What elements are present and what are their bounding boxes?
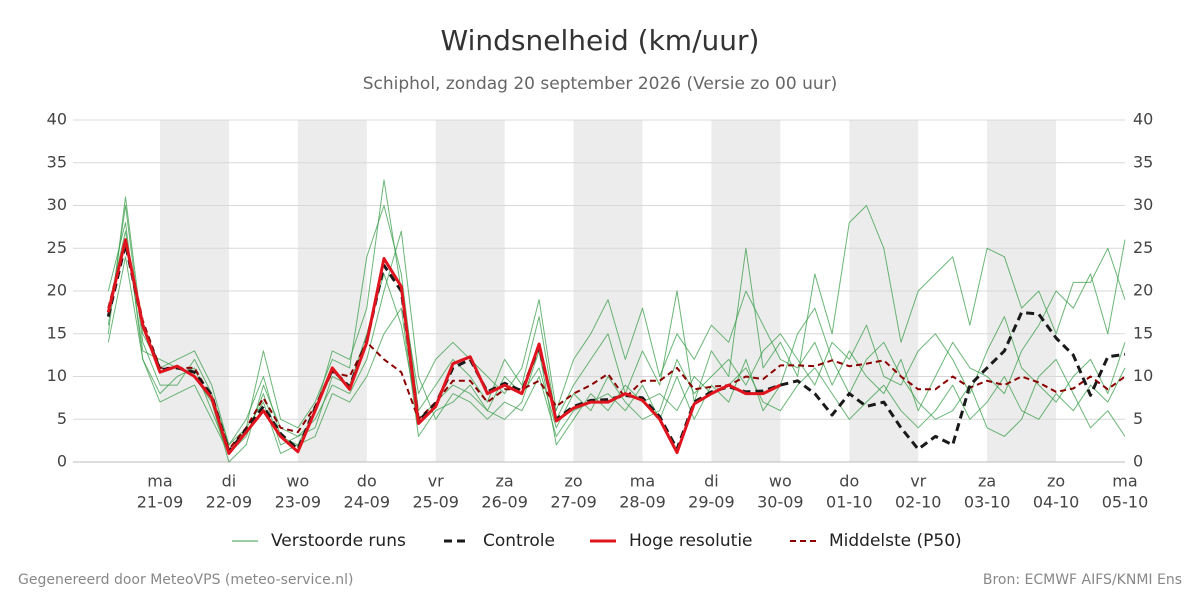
x-tick-date: 04-10 bbox=[1033, 493, 1080, 512]
y-tick-label: 0 bbox=[57, 452, 67, 471]
x-tick-weekday: vr bbox=[910, 472, 926, 491]
y2-tick-label: 10 bbox=[1133, 366, 1153, 385]
legend-label: Middelste (P50) bbox=[829, 531, 962, 551]
x-tick-weekday: za bbox=[978, 472, 996, 491]
ensemble-line bbox=[107, 205, 1126, 446]
y-tick-label: 10 bbox=[47, 366, 67, 385]
x-tick-weekday: zo bbox=[1047, 472, 1065, 491]
y-tick-label: 40 bbox=[47, 110, 67, 129]
y-tick-label: 15 bbox=[47, 323, 67, 342]
y2-tick-label: 20 bbox=[1133, 281, 1153, 300]
x-tick-weekday: za bbox=[496, 472, 514, 491]
footer-left: Gegenereerd door MeteoVPS (meteo-service… bbox=[18, 572, 353, 588]
x-tick-date: 22-09 bbox=[206, 493, 253, 512]
x-tick-date: 26-09 bbox=[481, 493, 528, 512]
y2-tick-label: 0 bbox=[1133, 452, 1143, 471]
x-tick-weekday: do bbox=[839, 472, 859, 491]
x-tick-weekday: di bbox=[222, 472, 237, 491]
y2-tick-label: 30 bbox=[1133, 195, 1153, 214]
x-tick-date: 29-09 bbox=[688, 493, 735, 512]
y2-tick-label: 35 bbox=[1133, 152, 1153, 171]
y-tick-label: 35 bbox=[47, 152, 67, 171]
legend-label: Hoge resolutie bbox=[629, 531, 753, 551]
x-tick-date: 01-10 bbox=[826, 493, 873, 512]
x-tick-weekday: wo bbox=[769, 472, 792, 491]
x-tick-weekday: wo bbox=[286, 472, 309, 491]
ensemble-line bbox=[107, 222, 1126, 454]
x-tick-weekday: di bbox=[704, 472, 719, 491]
x-tick-date: 03-10 bbox=[964, 493, 1011, 512]
y-tick-label: 5 bbox=[57, 409, 67, 428]
x-tick-date: 25-09 bbox=[412, 493, 459, 512]
y-tick-label: 30 bbox=[47, 195, 67, 214]
chart-title: Windsnelheid (km/uur) bbox=[441, 24, 760, 57]
ensemble-line bbox=[107, 230, 1126, 463]
legend-label: Controle bbox=[483, 531, 555, 551]
x-tick-date: 27-09 bbox=[550, 493, 597, 512]
series-line bbox=[106, 238, 782, 455]
x-tick-date: 23-09 bbox=[275, 493, 322, 512]
chart-subtitle: Schiphol, zondag 20 september 2026 (Vers… bbox=[363, 74, 838, 94]
x-tick-weekday: do bbox=[357, 472, 377, 491]
x-tick-date: 24-09 bbox=[344, 493, 391, 512]
x-tick-weekday: vr bbox=[428, 472, 444, 491]
legend-label: Verstoorde runs bbox=[271, 531, 406, 551]
x-tick-weekday: ma bbox=[1112, 472, 1137, 491]
series-line bbox=[107, 238, 1126, 451]
x-tick-date: 21-09 bbox=[137, 493, 184, 512]
x-tick-date: 28-09 bbox=[619, 493, 666, 512]
y2-tick-label: 40 bbox=[1133, 110, 1153, 129]
x-tick-weekday: ma bbox=[147, 472, 172, 491]
x-tick-weekday: ma bbox=[630, 472, 655, 491]
x-tick-weekday: zo bbox=[564, 472, 582, 491]
y-tick-label: 20 bbox=[47, 281, 67, 300]
y2-tick-label: 5 bbox=[1133, 409, 1143, 428]
footer-right: Bron: ECMWF AIFS/KNMI Ens bbox=[983, 572, 1182, 588]
x-tick-date: 30-09 bbox=[757, 493, 804, 512]
y2-tick-label: 15 bbox=[1133, 323, 1153, 342]
y2-tick-label: 25 bbox=[1133, 238, 1153, 257]
x-tick-date: 02-10 bbox=[895, 493, 942, 512]
x-tick-date: 05-10 bbox=[1102, 493, 1149, 512]
y-tick-label: 25 bbox=[47, 238, 67, 257]
